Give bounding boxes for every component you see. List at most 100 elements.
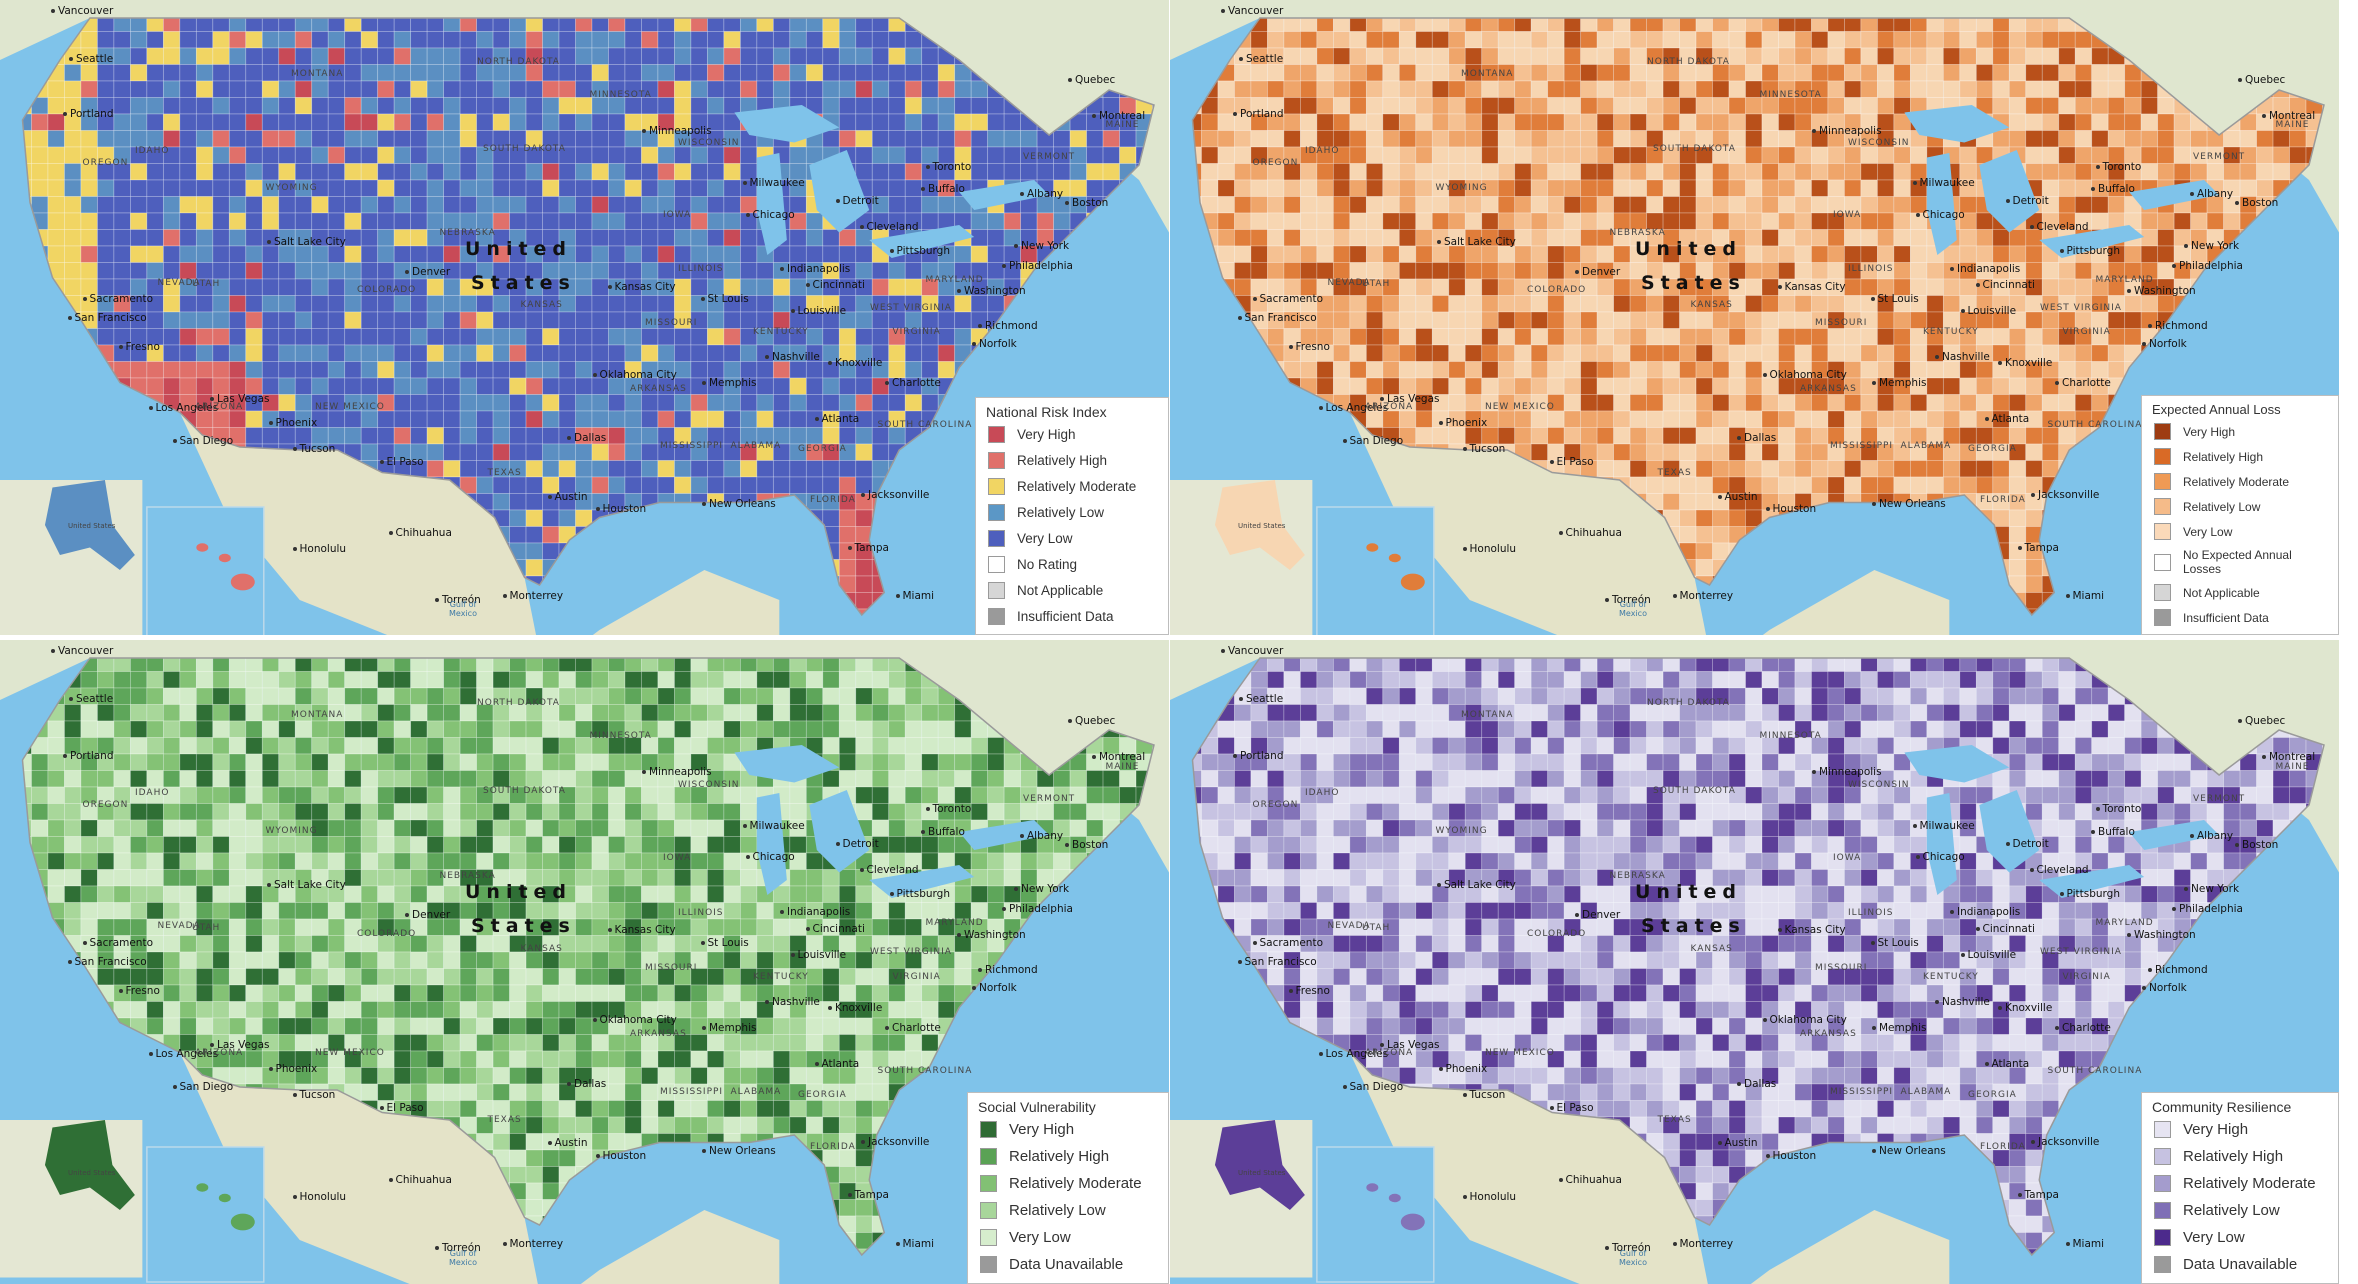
city-label: Phoenix [1439,417,1488,429]
hawaii-island-2 [230,573,255,591]
legend-swatch [2154,1148,2171,1165]
state-label: IOWA [663,852,692,863]
state-label: MISSISSIPPI [1830,1087,1894,1098]
city-label: Charlotte [885,377,941,389]
state-label: MARYLAND [925,918,984,929]
city-label: Chihuahua [1559,527,1622,539]
us-border [21,657,1155,1257]
legend-title: Social Vulnerability [978,1099,1096,1115]
state-label: MINNESOTA [589,731,652,742]
legend-item: Relatively Low [988,504,1158,521]
legend-item: Very Low [980,1229,1158,1246]
legend-label: Relatively Low [1017,505,1105,520]
great-lake-0 [1904,745,2010,783]
city-label: Los Angeles [149,1048,219,1060]
gulf-label: Gulf of Mexico [1619,600,1647,618]
city-label: Monterrey [503,590,564,602]
map-panel-social-vulnerability[interactable]: Vancouver Seattle Portland Sacramento San Fr… [0,640,1169,1284]
hawaii-island-0 [196,1183,209,1192]
state-label: WISCONSIN [1848,779,1910,790]
city-label: Sacramento [83,293,154,305]
city-label: Los Angeles [1319,1048,1389,1060]
map-panel-expected-annual-loss[interactable]: Vancouver Seattle Portland Sacramento San Fr… [1170,0,2339,635]
legend-swatch [2154,1202,2171,1219]
great-lake-0 [734,745,840,783]
legend-swatch [988,608,1005,625]
state-label: TEXAS [487,1114,522,1125]
city-label: Indianapolis [1950,263,2020,275]
city-label: Honolulu [293,543,347,555]
legend-item: Not Applicable [2154,584,2328,601]
city-label: Toronto [2096,803,2142,815]
state-label: FLORIDA [1980,495,2026,505]
hawaii-island-1 [218,1193,231,1203]
state-label: NEBRASKA [1609,228,1666,238]
state-label: NORTH DAKOTA [1647,697,1730,708]
city-label: Montreal [2262,751,2315,763]
city-label: Phoenix [269,417,318,429]
state-label: MISSISSIPPI [1830,441,1894,451]
state-label: ARKANSAS [630,384,687,394]
state-label: WISCONSIN [678,138,740,148]
state-label: TEXAS [487,468,522,478]
city-label: Tucson [1463,443,1506,455]
legend-label: Very Low [1009,1229,1071,1246]
map-panel-community-resilience[interactable]: Vancouver Seattle Portland Sacramento San Fr… [1170,640,2339,1284]
city-label: San Francisco [68,956,147,968]
legend-item: Data Unavailable [2154,1256,2328,1273]
state-label: COLORADO [357,929,417,940]
legend-swatch [988,452,1005,469]
state-label: NEW MEXICO [1485,1047,1555,1058]
state-label: MINNESOTA [589,90,652,100]
state-label: MINNESOTA [1759,731,1822,742]
city-label: Tampa [2018,542,2059,554]
map-legend: Community Resilience Very High Relatively … [2141,1092,2339,1284]
city-label: Detroit [2006,838,2049,850]
great-lake-0 [734,105,840,143]
canada-landmass [1170,0,2339,233]
hawaii-inset [146,1146,265,1283]
legend-swatch [988,426,1005,443]
city-label: Seattle [1239,693,1283,705]
city-label: Knoxville [1998,1002,2052,1014]
city-label: Kansas City [608,924,676,936]
legend-label: Very Low [2183,1229,2245,1246]
city-label: San Francisco [68,312,147,324]
city-label: Memphis [702,377,756,389]
state-label: UTAH [1362,279,1391,289]
legend-label: Relatively High [2183,1148,2284,1165]
state-label: KENTUCKY [753,971,809,982]
city-label: Monterrey [503,1238,564,1250]
city-label: Louisville [791,305,847,317]
state-label: WISCONSIN [1848,138,1910,148]
city-label: Torreón [435,594,481,606]
city-label: San Francisco [1238,312,1317,324]
state-label: UTAH [1362,922,1391,933]
city-label: Denver [1575,266,1620,278]
city-label: San Diego [1343,435,1404,447]
legend-item: Insufficient Data [988,608,1158,625]
city-label: Buffalo [921,183,965,195]
great-lake-2 [1979,790,2040,873]
state-label: NEW MEXICO [1485,402,1555,412]
great-lake-0 [1904,105,2010,143]
city-label: Salt Lake City [267,879,346,891]
choropleth-map[interactable] [1170,0,2339,635]
city-label: Kansas City [1778,924,1846,936]
city-label: Philadelphia [1002,903,1073,915]
city-label: El Paso [380,1102,424,1114]
city-label: Buffalo [921,826,965,838]
city-label: Albany [2190,188,2233,200]
alaska-shape [44,480,135,570]
choropleth-map[interactable] [0,0,1169,635]
city-label: Richmond [978,320,1038,332]
legend-swatch [988,530,1005,547]
state-label: ARIZONA [195,1047,244,1058]
city-label: Seattle [1239,53,1283,65]
map-panel-national-risk-index[interactable]: Vancouver Seattle Portland Sacramento San Fr… [0,0,1169,635]
city-label: Philadelphia [2172,903,2243,915]
legend-label: No Rating [1017,557,1078,572]
legend-swatch [980,1175,997,1192]
city-label: Fresno [119,341,160,353]
